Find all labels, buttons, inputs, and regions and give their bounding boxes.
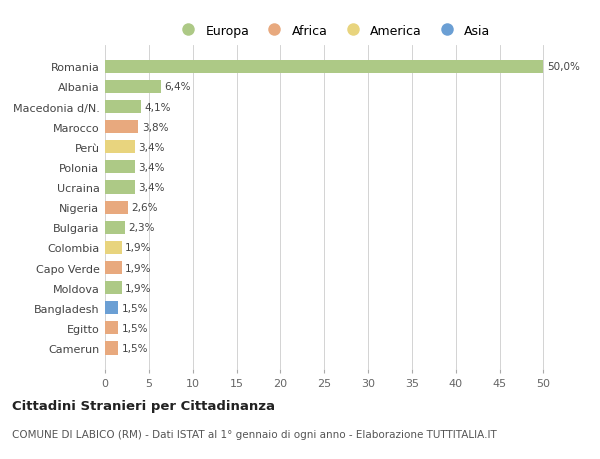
Text: 2,6%: 2,6% [131,203,158,213]
Text: 3,4%: 3,4% [139,142,165,152]
Text: 1,9%: 1,9% [125,263,152,273]
Bar [105,281,122,295]
Legend: Europa, Africa, America, Asia: Europa, Africa, America, Asia [170,20,496,43]
Text: 1,9%: 1,9% [125,243,152,253]
Bar [105,141,135,154]
Text: COMUNE DI LABICO (RM) - Dati ISTAT al 1° gennaio di ogni anno - Elaborazione TUT: COMUNE DI LABICO (RM) - Dati ISTAT al 1°… [12,429,497,439]
Text: 6,4%: 6,4% [164,82,191,92]
Bar [105,342,118,355]
Text: 4,1%: 4,1% [145,102,171,112]
Bar [105,61,544,73]
Bar [105,181,135,194]
Text: 1,9%: 1,9% [125,283,152,293]
Bar [105,241,122,254]
Text: 3,8%: 3,8% [142,123,169,132]
Text: 1,5%: 1,5% [122,323,148,333]
Text: 3,4%: 3,4% [139,183,165,193]
Bar [105,101,141,114]
Bar [105,322,118,335]
Bar [105,302,118,314]
Text: Cittadini Stranieri per Cittadinanza: Cittadini Stranieri per Cittadinanza [12,399,275,412]
Bar [105,81,161,94]
Bar [105,121,139,134]
Text: 3,4%: 3,4% [139,162,165,173]
Bar [105,161,135,174]
Bar [105,262,122,274]
Text: 50,0%: 50,0% [547,62,580,72]
Bar [105,201,128,214]
Text: 2,3%: 2,3% [128,223,155,233]
Bar [105,221,125,234]
Text: 1,5%: 1,5% [122,343,148,353]
Text: 1,5%: 1,5% [122,303,148,313]
